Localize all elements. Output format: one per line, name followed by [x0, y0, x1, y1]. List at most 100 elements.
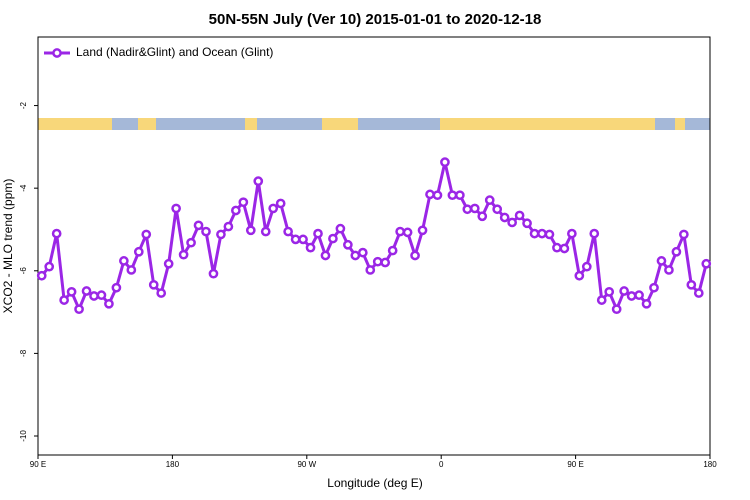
- data-point: [611, 304, 622, 315]
- data-point: [59, 295, 69, 305]
- data-point: [581, 261, 592, 272]
- data-point: [74, 304, 84, 315]
- data-point: [298, 234, 308, 245]
- plot-frame: [37, 36, 711, 456]
- data-point: [44, 261, 55, 272]
- data-point: [701, 258, 712, 269]
- y-axis-label: XCO2 - MLO trend (ppm): [1, 179, 15, 314]
- data-point: [119, 256, 129, 266]
- data-point: [455, 190, 465, 201]
- data-point: [634, 290, 644, 301]
- data-point: [350, 250, 361, 261]
- data-point: [410, 250, 420, 261]
- data-point: [89, 291, 99, 301]
- y-tick-label: -6: [19, 267, 28, 275]
- data-point: [148, 279, 159, 290]
- land-band: [245, 118, 257, 130]
- data-point: [66, 286, 77, 297]
- data-point: [619, 286, 629, 296]
- y-tick-label: -4: [19, 184, 28, 192]
- data-point: [305, 242, 316, 253]
- data-point: [111, 282, 122, 293]
- data-point: [462, 204, 473, 215]
- data-point: [477, 211, 488, 222]
- data-point: [596, 295, 607, 305]
- data-point: [499, 212, 510, 223]
- data-point: [268, 203, 279, 214]
- data-point: [201, 226, 211, 237]
- data-point: [313, 228, 323, 239]
- data-point: [604, 286, 615, 297]
- data-point: [664, 265, 674, 275]
- data-point: [163, 258, 174, 269]
- data-point: [589, 228, 600, 239]
- data-point: [649, 282, 659, 293]
- land-band: [440, 118, 655, 130]
- x-tick-label: 180: [166, 460, 180, 469]
- x-tick-label: 0: [439, 460, 444, 469]
- data-point: [544, 229, 555, 240]
- x-axis-label: Longitude (deg E): [327, 476, 422, 490]
- land-band: [138, 118, 156, 130]
- data-point: [686, 279, 697, 290]
- series-line: [40, 160, 708, 311]
- land-ocean-strip: [38, 118, 710, 130]
- data-point: [395, 226, 405, 237]
- data-point: [693, 288, 704, 298]
- legend: Land (Nadir&Glint) and Ocean (Glint): [44, 45, 273, 59]
- data-point: [223, 221, 234, 232]
- data-point: [51, 228, 62, 239]
- data-point: [484, 195, 495, 206]
- data-point: [320, 250, 331, 261]
- data-point: [432, 190, 443, 201]
- x-tick-label: 90 W: [297, 460, 316, 469]
- data-point: [559, 243, 570, 254]
- data-point: [552, 242, 562, 253]
- legend-label: Land (Nadir&Glint) and Ocean (Glint): [76, 45, 273, 59]
- data-point: [186, 237, 196, 248]
- data-point: [514, 210, 525, 221]
- data-point: [238, 197, 249, 208]
- data-point: [275, 198, 286, 209]
- data-point: [469, 203, 480, 214]
- data-point: [372, 256, 383, 267]
- data-point: [36, 270, 47, 281]
- y-tick-label: -2: [19, 101, 28, 109]
- x-tick-label: 180: [703, 460, 717, 469]
- data-point: [253, 176, 264, 187]
- land-band: [322, 118, 358, 130]
- data-point: [96, 290, 107, 301]
- data-point: [357, 247, 368, 258]
- data-point: [507, 217, 517, 228]
- data-point: [328, 233, 338, 244]
- data-point: [492, 204, 503, 215]
- data-point: [178, 249, 189, 260]
- land-band: [38, 118, 112, 130]
- data-point: [290, 234, 301, 245]
- legend-marker: [52, 48, 62, 58]
- data-point: [380, 257, 391, 268]
- data-point: [529, 228, 540, 239]
- data-point: [81, 286, 92, 296]
- data-point: [387, 245, 398, 256]
- data-point: [522, 218, 532, 229]
- data-point: [245, 225, 256, 236]
- data-point: [567, 228, 577, 239]
- data-point: [171, 203, 181, 214]
- data-point: [126, 265, 137, 275]
- data-point: [283, 226, 293, 237]
- x-tick-label: 90 E: [567, 460, 583, 469]
- y-tick-label: -8: [19, 349, 28, 357]
- data-point: [656, 256, 667, 266]
- data-point: [626, 291, 637, 301]
- data-point: [574, 270, 585, 281]
- x-tick-label: 90 E: [30, 460, 46, 469]
- data-point: [671, 246, 682, 257]
- data-point: [343, 239, 353, 250]
- data-point: [104, 298, 114, 309]
- data-point: [260, 226, 271, 237]
- data-point: [335, 223, 346, 234]
- chart-title: 50N-55N July (Ver 10) 2015-01-01 to 2020…: [209, 11, 542, 28]
